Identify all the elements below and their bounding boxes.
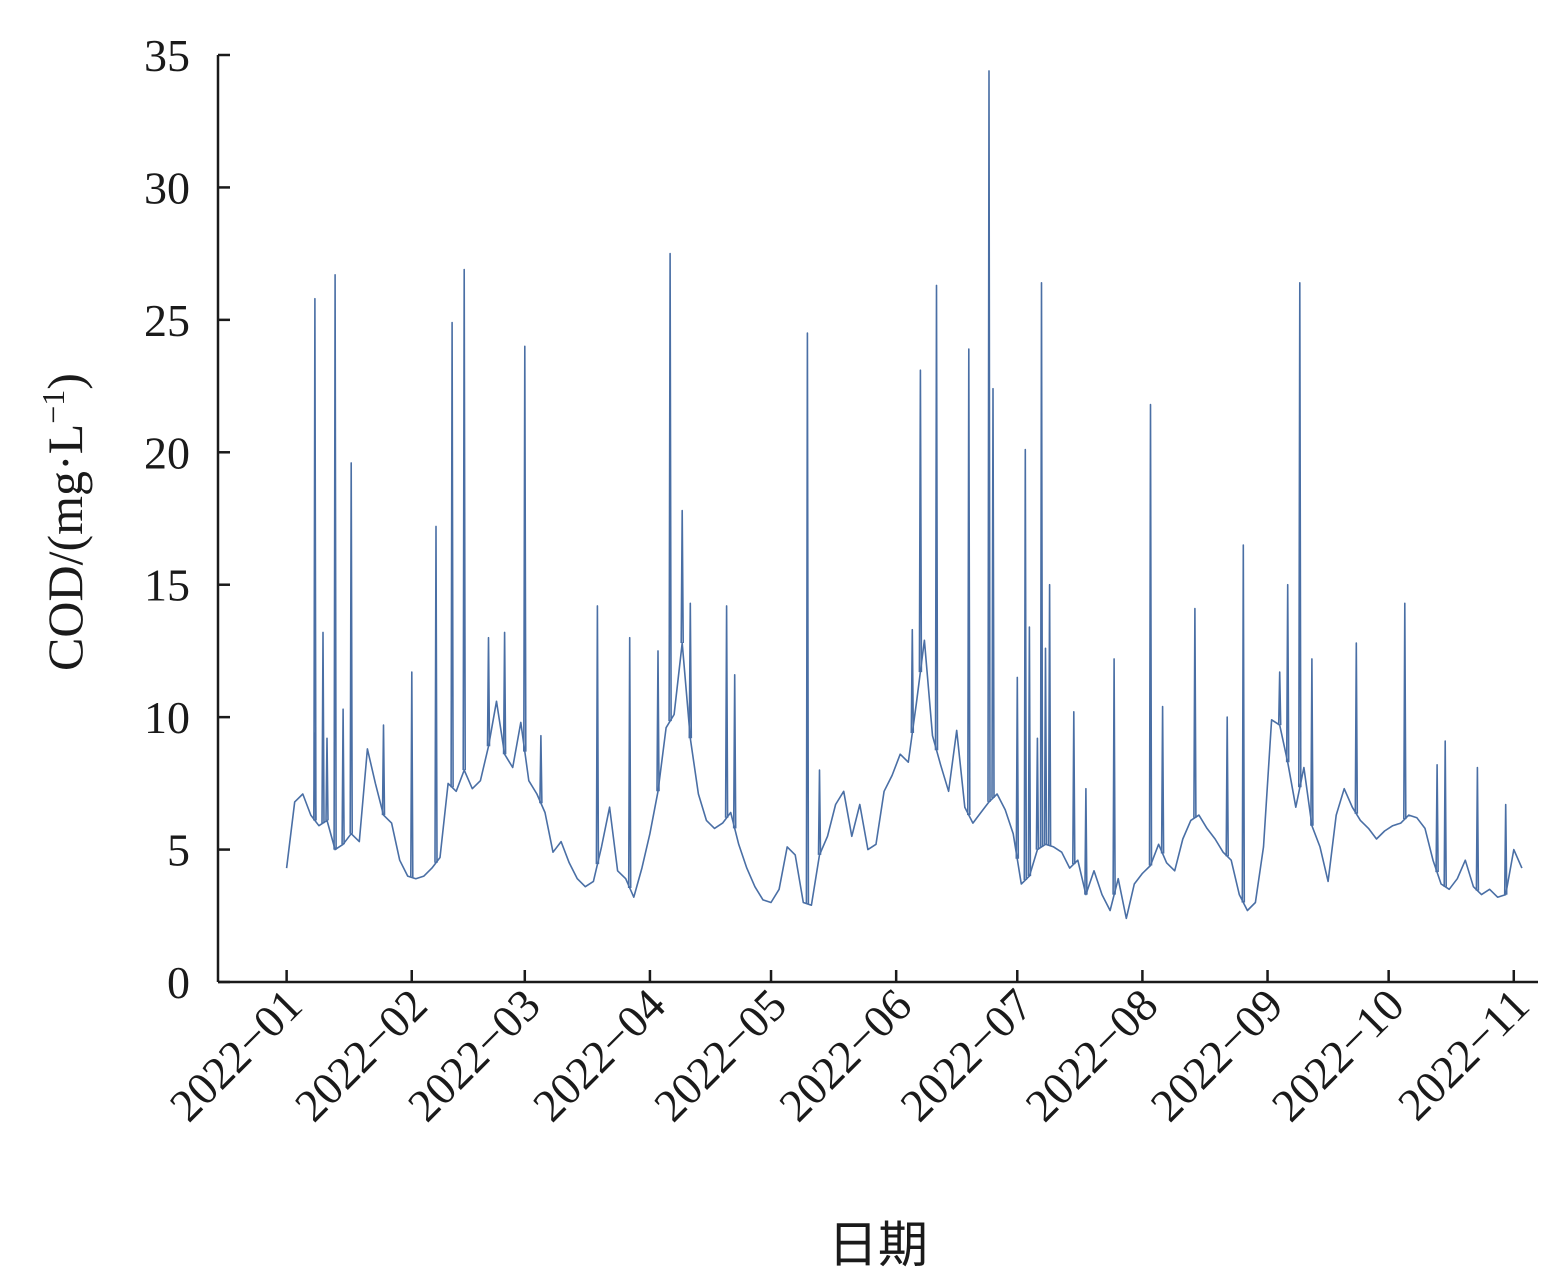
- cod-spike: [817, 769, 822, 855]
- cod-spike: [918, 369, 923, 673]
- cod-spike: [1039, 281, 1044, 847]
- y-axis-title-superscript: −1: [35, 390, 71, 424]
- cod-spike: [1160, 705, 1165, 854]
- cod-spike: [1277, 671, 1282, 726]
- cod-spike: [1435, 763, 1439, 873]
- cod-spike: [1403, 602, 1407, 820]
- cod-spike: [1241, 544, 1246, 903]
- cod-spike: [934, 284, 939, 751]
- y-axis-title: COD/(mg·L−1): [35, 373, 93, 671]
- cod-spike: [1023, 448, 1028, 881]
- cod-spike: [1148, 403, 1153, 866]
- cod-spike: [1027, 626, 1032, 877]
- cod-spike: [409, 671, 414, 878]
- cod-spike: [1285, 583, 1290, 763]
- cod-spike: [1112, 658, 1116, 895]
- y-axis-title-close: ): [37, 373, 93, 390]
- cod-spike: [595, 605, 600, 865]
- x-tick-label: 2022−08: [1015, 979, 1167, 1131]
- cod-spike: [991, 387, 995, 798]
- cod-spike: [333, 273, 337, 850]
- cod-spike: [434, 525, 438, 863]
- y-tick-label: 30: [144, 162, 190, 213]
- cod-spike: [325, 737, 329, 821]
- cod-spike: [656, 650, 660, 792]
- y-tick-label: 25: [144, 295, 190, 346]
- cod-spike: [627, 636, 632, 889]
- cod-spike: [724, 605, 729, 818]
- y-tick-label: 0: [167, 957, 190, 1008]
- cod-spike: [1443, 740, 1447, 887]
- cod-spike: [381, 724, 386, 816]
- cod-spike: [462, 268, 467, 771]
- cod-spike: [1225, 716, 1229, 857]
- cod-spike: [688, 602, 693, 739]
- x-tick-label: 2022−11: [1388, 979, 1539, 1130]
- cod-spike: [1084, 787, 1088, 895]
- x-tick-label: 2022−04: [523, 979, 675, 1131]
- cod-spike: [732, 673, 737, 829]
- y-ticks: 0 5 10 15 20 25 30 35: [144, 30, 230, 1008]
- plot-area: [285, 70, 1523, 920]
- x-tick-label: 2022−05: [644, 979, 796, 1131]
- cod-spike: [910, 628, 915, 734]
- cod-spike: [450, 321, 454, 788]
- cod-spike: [522, 345, 527, 752]
- cod-spike: [1310, 658, 1314, 826]
- cod-spike: [321, 631, 325, 824]
- x-tick-label: 2022−09: [1141, 979, 1293, 1131]
- cod-spike: [1475, 766, 1480, 891]
- cod-series-line: [285, 639, 1523, 920]
- cod-spike: [341, 708, 345, 845]
- cod-spike: [1354, 642, 1359, 814]
- cod-spike: [486, 636, 491, 747]
- cod-spike: [313, 297, 317, 821]
- cod-spike: [1035, 737, 1040, 850]
- cod-spike: [966, 348, 971, 816]
- x-tick-label: 2022−06: [769, 979, 921, 1131]
- cod-spike: [1047, 583, 1052, 846]
- cod-spike: [349, 462, 354, 834]
- y-tick-label: 10: [144, 692, 190, 743]
- cod-spike: [502, 631, 507, 755]
- cod-spike: [1503, 803, 1508, 895]
- cod-spike: [680, 509, 684, 644]
- cod-spike: [539, 734, 543, 804]
- x-axis-title: 日期: [828, 1217, 928, 1273]
- axes: [216, 55, 1538, 984]
- cod-spike: [987, 70, 991, 802]
- cod-spike: [1072, 710, 1076, 865]
- x-ticks: 2022−012022−022022−032022−042022−052022−…: [160, 970, 1539, 1131]
- cod-spike: [1193, 607, 1197, 818]
- y-tick-label: 15: [144, 560, 190, 611]
- cod-spike: [805, 332, 810, 904]
- y-tick-label: 5: [167, 825, 190, 876]
- cod-spike: [1015, 676, 1020, 859]
- y-tick-label: 20: [144, 427, 190, 478]
- x-tick-label: 2022−10: [1262, 979, 1414, 1131]
- y-tick-label: 35: [144, 30, 190, 81]
- cod-spike: [1298, 281, 1302, 788]
- x-tick-label: 2022−07: [890, 979, 1042, 1131]
- cod-spike: [1043, 647, 1048, 845]
- cod-spike: [668, 252, 672, 722]
